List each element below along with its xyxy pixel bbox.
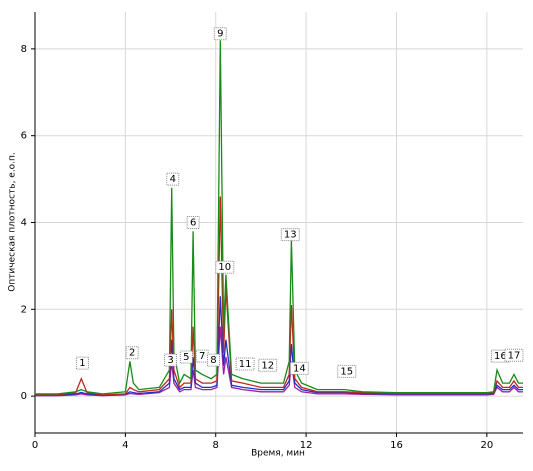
peak-label-box <box>258 358 278 372</box>
y-tick-label: 6 <box>21 131 27 142</box>
peak-label: 12 <box>261 360 274 371</box>
peak-label: 1 <box>79 358 85 369</box>
peak-label-box <box>75 356 89 370</box>
x-tick-label: 12 <box>300 440 313 451</box>
peak-label: 14 <box>293 363 306 374</box>
y-tick-label: 0 <box>21 391 27 402</box>
peak-label-box <box>179 350 193 364</box>
peak-label-box <box>337 364 357 378</box>
x-tick-label: 0 <box>32 440 38 451</box>
peak-label-box <box>280 228 300 242</box>
peak-label: 10 <box>218 262 231 273</box>
peak-label-box <box>213 27 227 41</box>
x-tick-label: 16 <box>390 440 403 451</box>
peak-label-box <box>206 353 220 367</box>
peak-label: 6 <box>190 218 196 229</box>
peak-label: 16 <box>494 351 507 362</box>
peak-label: 3 <box>167 355 173 366</box>
peak-label: 5 <box>183 352 189 363</box>
y-axis-label: Оптическая плотность, е.о.п. <box>8 152 18 292</box>
data-line <box>35 196 523 396</box>
data-line <box>35 326 523 397</box>
y-tick-label: 4 <box>21 218 27 229</box>
data-line <box>35 40 523 395</box>
peak-label: 9 <box>217 29 223 40</box>
x-tick-label: 4 <box>122 440 128 451</box>
data-line <box>35 296 523 396</box>
peak-label: 11 <box>239 359 252 370</box>
peak-label-box <box>504 348 524 362</box>
peak-label-box <box>289 361 309 375</box>
peak-label: 15 <box>340 366 353 377</box>
y-tick-label: 8 <box>21 44 27 55</box>
peak-label: 8 <box>210 355 216 366</box>
x-tick-label: 8 <box>213 440 219 451</box>
x-axis-label: Время, мин <box>251 449 305 459</box>
peak-label: 7 <box>199 351 205 362</box>
peak-label-box <box>235 357 255 371</box>
peak-label: 13 <box>284 230 297 241</box>
peak-label-box <box>125 346 139 360</box>
peak-label-box <box>186 216 200 229</box>
peak-label: 2 <box>129 348 135 359</box>
peak-label: 4 <box>170 174 176 185</box>
peak-label-box <box>215 260 235 274</box>
peak-label-box <box>166 172 180 186</box>
x-tick-label: 20 <box>480 440 493 451</box>
peak-label: 17 <box>508 350 521 361</box>
y-tick-label: 2 <box>21 304 27 315</box>
peak-label-box <box>164 353 178 367</box>
